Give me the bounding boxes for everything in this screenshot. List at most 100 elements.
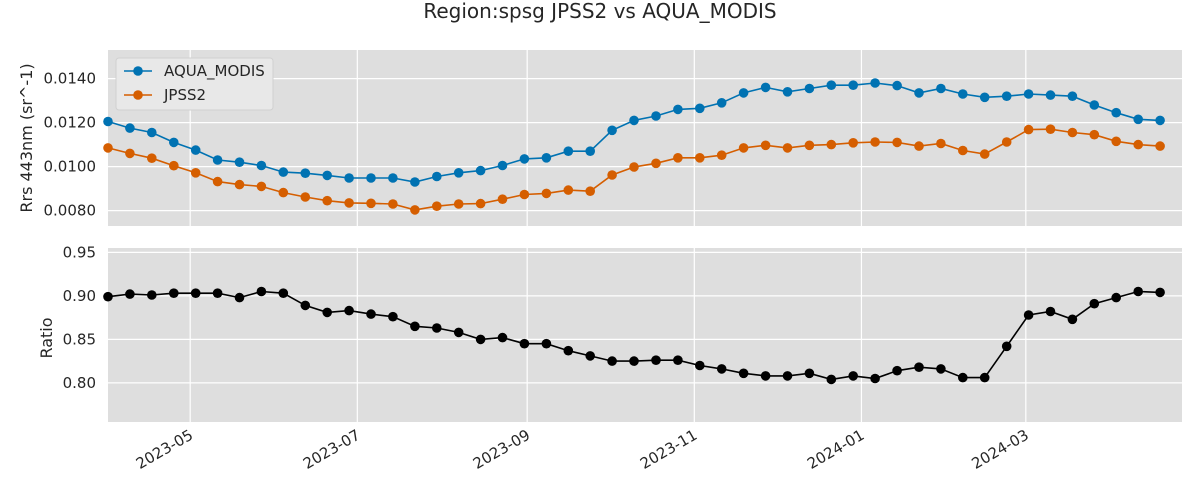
data-point-aqua-modis xyxy=(804,83,815,94)
data-point-ratio xyxy=(892,365,902,376)
data-point-jpss2 xyxy=(519,189,530,200)
data-point-aqua-modis xyxy=(760,82,771,93)
data-point-jpss2 xyxy=(958,145,968,156)
data-point-ratio xyxy=(826,374,837,385)
data-point-ratio xyxy=(936,364,946,374)
data-point-jpss2 xyxy=(607,170,617,180)
data-point-jpss2 xyxy=(212,176,223,187)
x-tick-label: 2024-01 xyxy=(804,426,867,473)
data-point-aqua-modis xyxy=(958,89,968,99)
data-point-ratio xyxy=(716,364,727,374)
data-point-ratio xyxy=(278,288,289,299)
data-point-jpss2 xyxy=(1045,124,1056,134)
data-point-ratio xyxy=(322,307,333,318)
data-point-ratio xyxy=(432,323,442,333)
data-point-aqua-modis xyxy=(1067,91,1078,101)
data-point-aqua-modis xyxy=(1133,114,1143,125)
data-point-jpss2 xyxy=(366,198,376,209)
data-point-aqua-modis xyxy=(1023,89,1034,99)
data-point-ratio xyxy=(607,356,617,366)
data-point-ratio xyxy=(388,311,398,322)
data-point-ratio xyxy=(563,345,574,356)
data-point-ratio xyxy=(1001,341,1012,352)
data-point-jpss2 xyxy=(475,198,486,209)
data-point-jpss2 xyxy=(673,153,683,163)
data-point-ratio xyxy=(497,332,508,343)
data-point-jpss2 xyxy=(103,143,113,153)
data-point-jpss2 xyxy=(804,140,815,151)
data-point-ratio xyxy=(410,321,420,332)
data-point-jpss2 xyxy=(190,168,201,178)
data-point-jpss2 xyxy=(169,160,179,171)
data-point-jpss2 xyxy=(651,158,661,169)
data-point-ratio xyxy=(234,292,245,303)
data-point-aqua-modis xyxy=(410,177,420,187)
data-point-aqua-modis xyxy=(848,80,858,90)
data-point-aqua-modis xyxy=(651,111,661,121)
plot-area-2 xyxy=(108,248,1182,422)
data-point-jpss2 xyxy=(432,201,442,211)
legend-marker xyxy=(133,66,143,76)
data-point-ratio xyxy=(1067,314,1078,325)
plot-area-1 xyxy=(108,50,1182,226)
data-point-jpss2 xyxy=(738,143,749,153)
legend-label: AQUA_MODIS xyxy=(164,62,265,81)
data-point-jpss2 xyxy=(914,141,924,151)
legend-label: JPSS2 xyxy=(163,86,206,104)
data-point-jpss2 xyxy=(453,199,464,209)
data-point-jpss2 xyxy=(979,149,990,159)
x-tick-label: 2024-03 xyxy=(969,426,1032,473)
data-point-aqua-modis xyxy=(585,146,595,156)
data-point-aqua-modis xyxy=(169,137,179,148)
legend-marker xyxy=(133,90,143,100)
data-point-ratio xyxy=(103,291,113,302)
data-point-ratio xyxy=(519,338,530,349)
data-point-jpss2 xyxy=(344,198,354,208)
data-point-ratio xyxy=(344,305,354,316)
data-point-ratio xyxy=(629,356,639,366)
data-point-jpss2 xyxy=(936,138,946,149)
y-tick-label: 0.80 xyxy=(63,374,96,392)
data-point-aqua-modis xyxy=(278,167,289,177)
data-point-jpss2 xyxy=(848,138,858,148)
x-tick-label: 2023-07 xyxy=(300,426,363,473)
data-point-ratio xyxy=(848,371,858,381)
chart-title: Region:spsg JPSS2 vs AQUA_MODIS xyxy=(423,0,777,23)
data-point-ratio xyxy=(651,355,661,366)
data-point-jpss2 xyxy=(1089,129,1100,140)
data-point-ratio xyxy=(541,338,552,349)
data-point-ratio xyxy=(585,351,595,361)
data-point-aqua-modis xyxy=(716,98,727,108)
data-point-jpss2 xyxy=(1023,124,1034,135)
data-point-aqua-modis xyxy=(344,173,354,183)
data-point-aqua-modis xyxy=(256,160,267,171)
data-point-aqua-modis xyxy=(300,168,311,178)
data-point-aqua-modis xyxy=(125,123,135,133)
data-point-ratio xyxy=(125,289,135,299)
data-point-jpss2 xyxy=(256,181,267,192)
legend-box xyxy=(115,57,274,111)
data-point-aqua-modis xyxy=(541,153,552,163)
data-point-ratio xyxy=(782,371,793,381)
data-point-ratio xyxy=(147,290,157,300)
data-point-aqua-modis xyxy=(892,80,902,91)
data-point-ratio xyxy=(1023,310,1034,320)
data-point-aqua-modis xyxy=(1045,90,1056,100)
data-point-aqua-modis xyxy=(782,87,793,97)
data-point-ratio xyxy=(453,327,464,338)
data-point-ratio xyxy=(300,300,311,311)
y-tick-label: 0.95 xyxy=(63,243,96,261)
data-point-jpss2 xyxy=(147,153,157,163)
data-point-ratio xyxy=(738,368,749,379)
data-point-ratio xyxy=(914,362,924,373)
data-point-ratio xyxy=(212,288,223,299)
data-point-aqua-modis xyxy=(388,173,398,183)
y-tick-label: 0.0120 xyxy=(44,114,97,132)
data-point-aqua-modis xyxy=(234,157,245,167)
data-point-ratio xyxy=(673,355,683,366)
data-point-jpss2 xyxy=(585,186,595,196)
data-point-aqua-modis xyxy=(607,125,617,136)
data-point-jpss2 xyxy=(1133,139,1143,150)
data-point-ratio xyxy=(475,334,486,345)
